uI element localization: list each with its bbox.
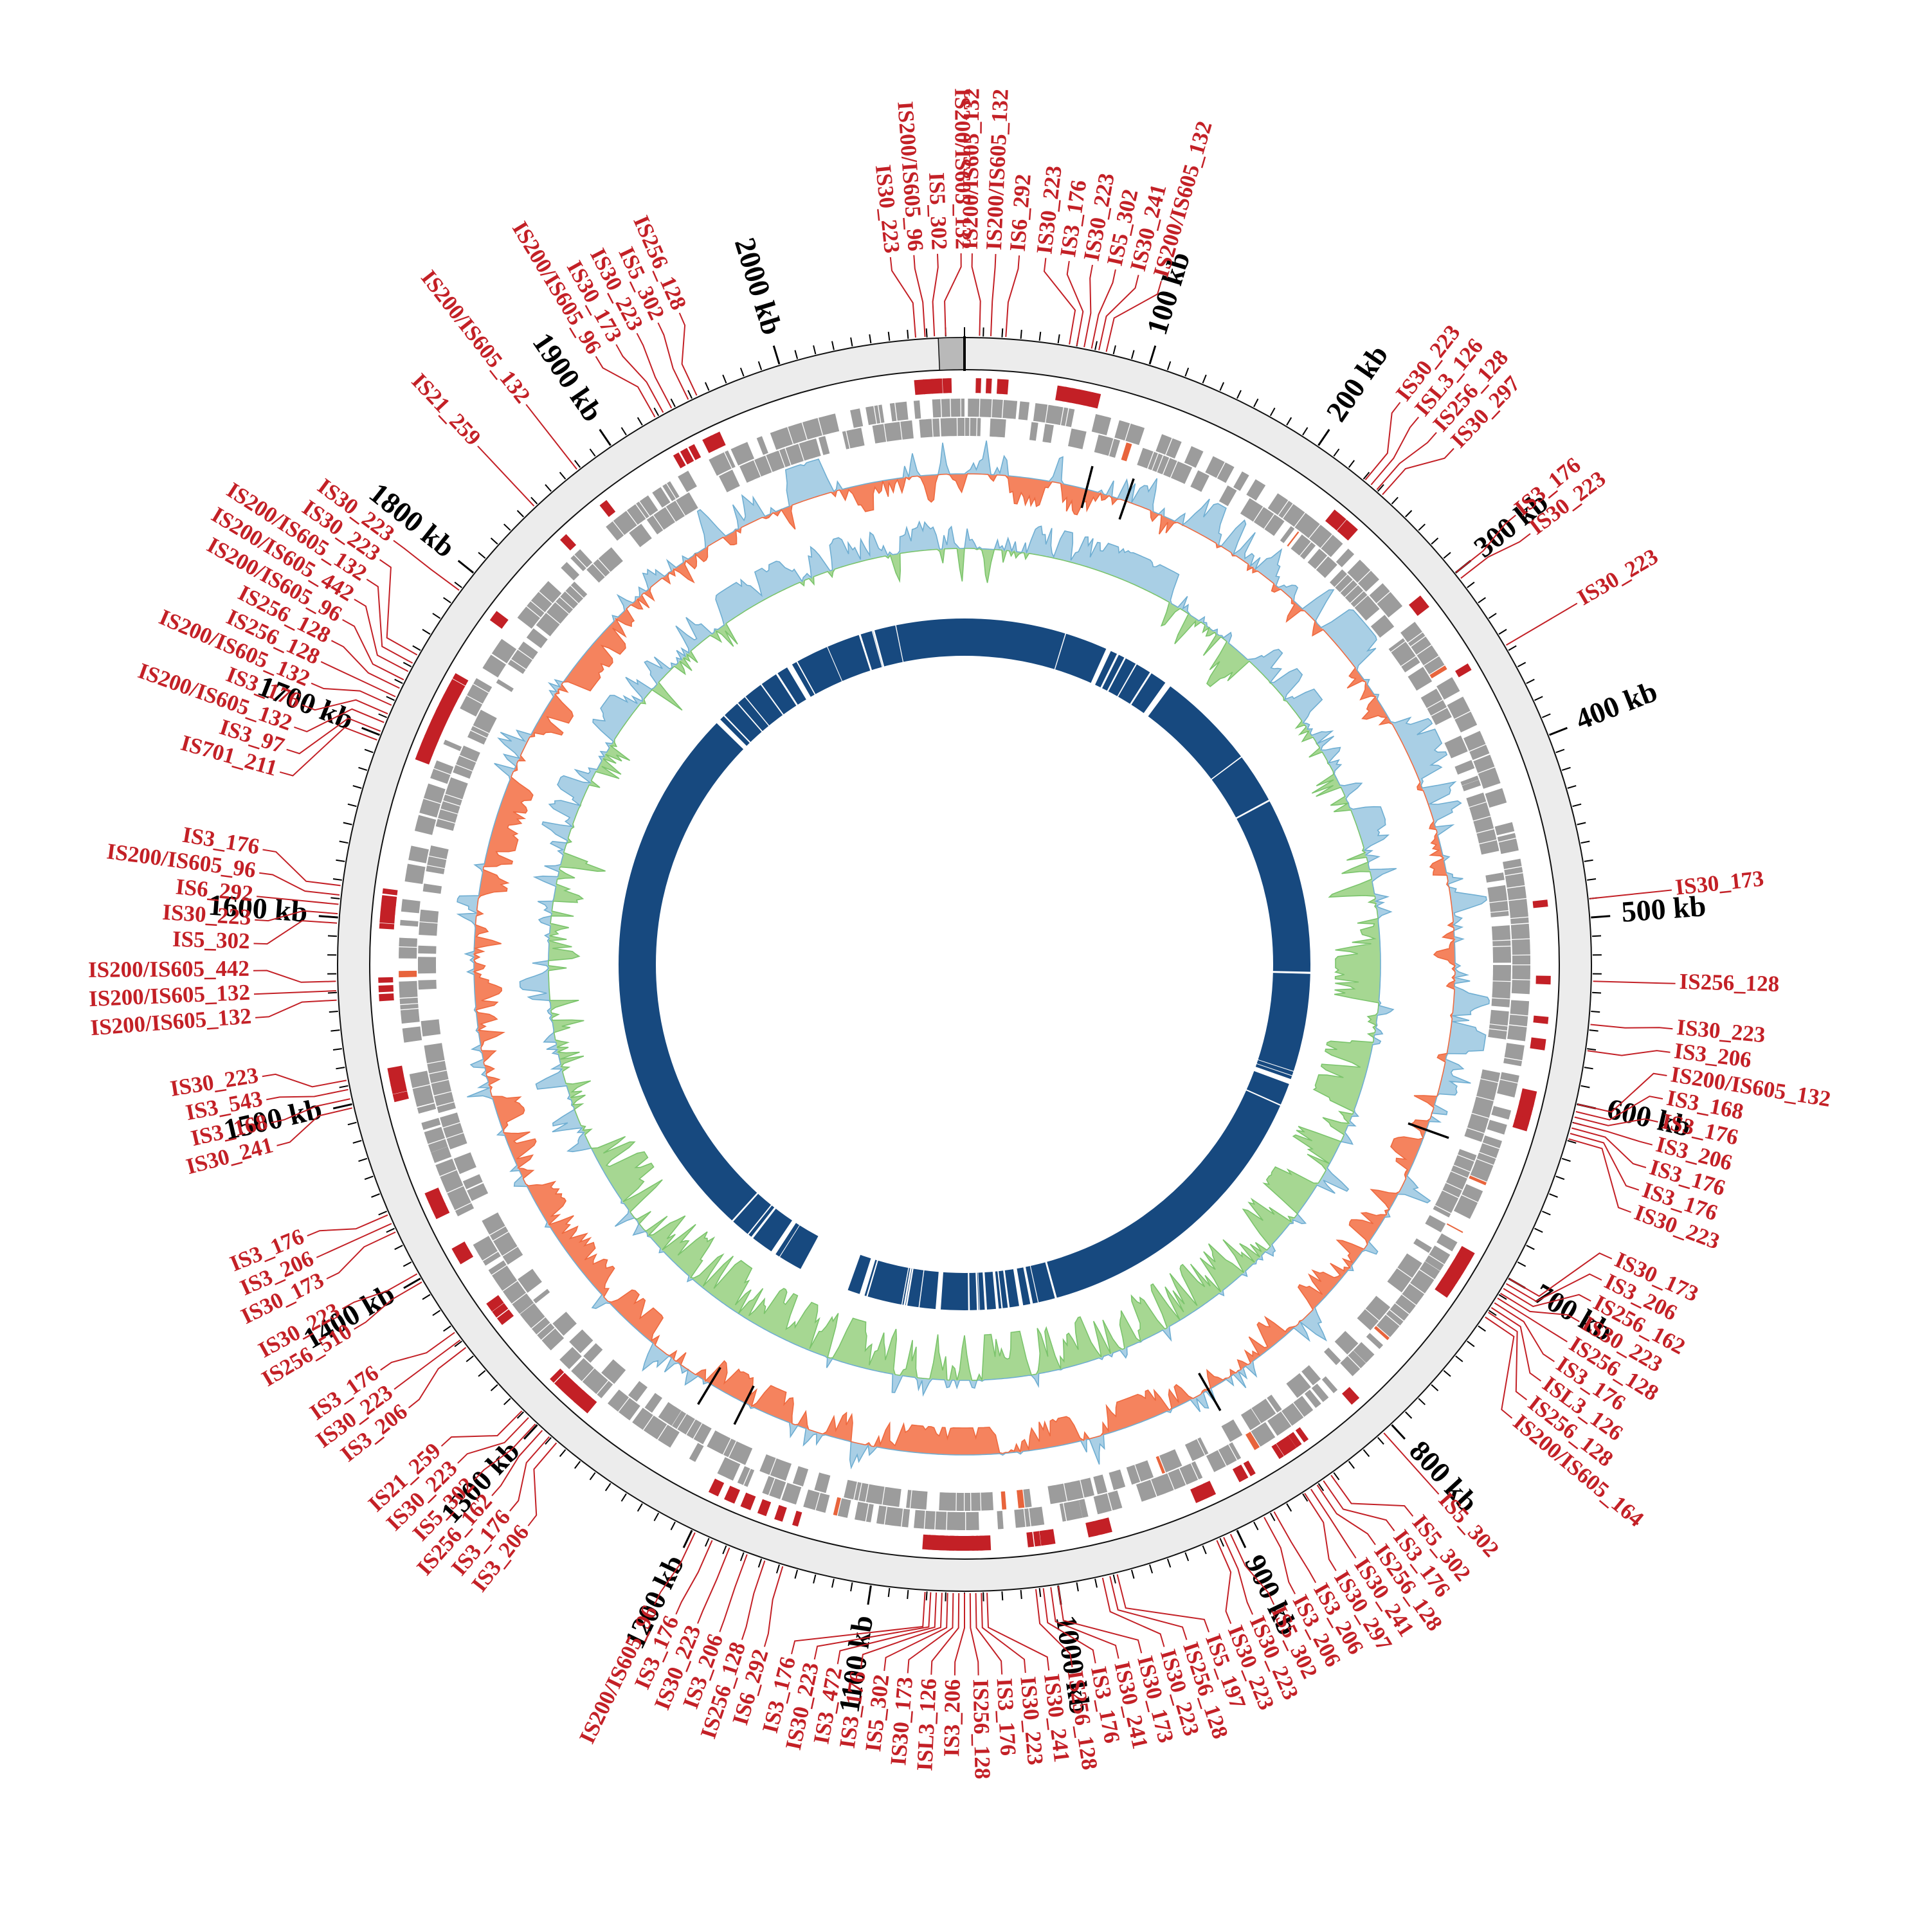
leader-line <box>680 313 697 395</box>
leader-line <box>380 560 417 655</box>
leader-line <box>1217 1540 1231 1624</box>
leader-line <box>394 1340 460 1389</box>
is-element-label: IS5_302 <box>924 172 952 250</box>
leader-line <box>1485 1317 1514 1418</box>
tick-ring <box>319 327 1610 1605</box>
leader-line <box>343 620 404 680</box>
leader-line <box>955 1593 964 1675</box>
leader-line <box>262 1074 347 1087</box>
leader-line <box>1588 1051 1671 1056</box>
kb-label: 200 kb <box>1319 339 1394 428</box>
kb-label: 400 kb <box>1571 674 1662 736</box>
leader-line <box>698 1548 730 1623</box>
leader-line <box>254 991 336 994</box>
leader-line <box>1507 603 1577 645</box>
leader-line <box>321 662 395 696</box>
leader-line <box>526 404 577 469</box>
leader-line <box>1110 1576 1186 1640</box>
leader-line <box>970 1593 979 1675</box>
is-element-label: IS30_223 <box>1573 544 1662 611</box>
leader-line <box>914 255 925 337</box>
leader-line <box>307 1215 388 1236</box>
leader-line <box>1331 1476 1413 1517</box>
leader-line <box>720 1555 747 1632</box>
leader-line <box>1099 275 1139 350</box>
leader-line <box>933 254 938 336</box>
leader-line <box>255 1000 336 1018</box>
is-element-label: IS30_173 <box>1674 866 1764 900</box>
is-element-label: IS5_302 <box>172 926 250 954</box>
is-element-label: IS21_259 <box>407 368 486 450</box>
leader-line <box>1571 1128 1646 1168</box>
leader-line <box>987 1593 1049 1670</box>
leader-line <box>976 1593 1002 1675</box>
leader-line <box>1044 258 1075 344</box>
leader-lines <box>253 253 1676 1675</box>
is-element-label: IS256_128 <box>1679 969 1780 997</box>
leader-line <box>1569 1139 1631 1212</box>
leader-line <box>1092 269 1116 348</box>
leader-line <box>991 254 996 336</box>
leader-line <box>1593 981 1676 984</box>
is-element-label: IS3_176 <box>992 1677 1020 1756</box>
is-element-label: IS6_292 <box>1005 173 1036 252</box>
leader-line <box>742 1560 765 1639</box>
is-element-label: IS200/IS605_442 <box>88 956 249 982</box>
leader-line <box>1591 1025 1673 1029</box>
is-element-label: IS200/IS605_132 <box>950 88 975 249</box>
leader-line <box>263 850 341 886</box>
leader-line <box>327 1232 395 1279</box>
leader-line <box>1489 1312 1527 1400</box>
leader-line <box>442 1411 522 1447</box>
kb-label: 2000 kb <box>729 234 789 339</box>
leader-line <box>1371 417 1418 485</box>
leader-line <box>1118 1575 1209 1632</box>
core-ring <box>637 622 1314 1314</box>
leader-line <box>1084 265 1092 347</box>
leader-line <box>1006 255 1019 337</box>
histogram-gc <box>457 440 1489 1467</box>
is-element-label: IS3_206 <box>939 1679 965 1757</box>
is-element-label: IS256_128 <box>968 1679 995 1779</box>
leader-line <box>945 253 961 336</box>
leader-line <box>1377 433 1436 490</box>
leader-line <box>891 257 916 338</box>
leader-line <box>253 971 336 982</box>
leader-line <box>765 1566 783 1647</box>
backbone-ring <box>338 336 1591 1591</box>
leader-line <box>478 446 534 506</box>
leader-line <box>972 253 981 336</box>
